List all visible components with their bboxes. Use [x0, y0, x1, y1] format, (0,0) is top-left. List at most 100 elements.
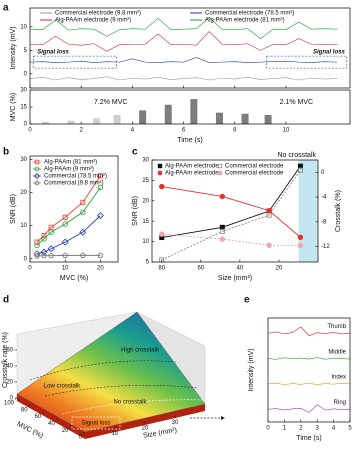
z-tick-label: 60 [6, 348, 13, 354]
series-line [36, 187, 101, 246]
surface-side [17, 394, 205, 439]
annotation: Signal loss [313, 50, 345, 56]
x-tick-label: 2 [80, 128, 84, 134]
x-tick-label: 20 [97, 266, 104, 272]
bar [41, 121, 49, 124]
x-tick-label: 80 [21, 407, 28, 413]
bar [241, 113, 249, 124]
y-tick-label: 30 [142, 158, 149, 164]
bar [215, 112, 223, 124]
signal-loss-box [266, 55, 348, 69]
x-tick-label: 6 [182, 128, 186, 134]
y-tick-label: 20 [20, 190, 27, 196]
x-tick [55, 418, 58, 421]
marker [219, 236, 226, 242]
marker [62, 214, 68, 220]
panel-letter: b [3, 147, 9, 158]
series-line [267, 382, 351, 386]
panel-letter: c [132, 147, 138, 158]
plot-frame [29, 89, 351, 125]
marker [48, 252, 54, 259]
marker [219, 224, 225, 230]
panel-letter: e [244, 295, 250, 306]
bar [190, 99, 198, 124]
marker [217, 163, 223, 169]
y-tick-label: 0 [24, 71, 28, 77]
y-tick-label: 25 [142, 178, 149, 184]
y-tick-label: 0 [24, 256, 28, 262]
z-tick-label: 0 [10, 396, 14, 402]
x-axis-label: MVC (%) [60, 275, 88, 282]
trace-label: Middle [328, 350, 346, 356]
x-tick-label: 5 [348, 426, 352, 432]
marker [97, 184, 104, 191]
y-tick-label: 10 [112, 431, 119, 437]
annotation: Signal loss [81, 421, 110, 427]
marker [34, 242, 40, 249]
annotation: No crosstalk [277, 152, 316, 159]
y-tick-label: 15 [20, 105, 27, 111]
marker [61, 238, 69, 246]
bar [93, 118, 101, 124]
y-tick-label: 30 [20, 157, 27, 163]
x-tick-label: 3 [316, 426, 320, 432]
y-axis-label: SNR (dB) [132, 196, 139, 226]
x-tick [69, 425, 72, 427]
marker [79, 252, 86, 258]
legend-label: Commercial electrode [225, 164, 284, 170]
bar [164, 104, 172, 124]
x-tick-label: 2 [299, 426, 303, 432]
x-tick-label: 20 [62, 428, 69, 434]
marker [41, 252, 47, 259]
y-axis-label: Crosstalk (%) [335, 190, 342, 232]
x-tick-label: 60 [35, 414, 42, 420]
y-tick-label: 0 [321, 170, 325, 176]
y-tick-label: -8 [321, 219, 327, 225]
arrow-head [221, 416, 225, 420]
annotation: High crosstalk [121, 348, 160, 354]
y-axis-label: SNR (dB) [10, 194, 17, 224]
x-tick-label: 1 [283, 426, 287, 432]
marker [33, 250, 41, 258]
x-axis-label: Time (s) [296, 435, 321, 442]
bar [67, 120, 75, 124]
x-axis-label: MVC (%) [16, 421, 44, 440]
marker [219, 193, 226, 200]
legend-label: Alg-PAAm electrode (9 mm²) [55, 18, 131, 24]
marker [297, 242, 304, 249]
plot-frame [267, 317, 351, 423]
x-tick [28, 404, 31, 407]
y-axis-label: Intensity (mV) [248, 348, 255, 391]
series-line [267, 326, 351, 337]
series-line [29, 76, 338, 81]
series-line [37, 254, 101, 257]
marker [34, 159, 40, 165]
z-axis-label: Crosstalk rate (%) [2, 332, 9, 388]
x-tick-label: 10 [62, 266, 69, 272]
x-tick-label: 4 [332, 426, 336, 432]
series-line [161, 233, 301, 246]
x-tick-label: 0 [266, 426, 270, 432]
marker [34, 180, 40, 186]
y-tick-label: 30 [20, 88, 27, 94]
surface [16, 311, 206, 433]
series-line [29, 57, 338, 63]
y-axis-label: MVC (%) [10, 93, 17, 121]
bar [264, 114, 272, 124]
y-tick-label: 20 [142, 426, 149, 432]
marker [297, 234, 304, 240]
y-tick-label: 10 [142, 239, 149, 245]
x-tick-label: 4 [131, 128, 135, 134]
marker [62, 221, 68, 227]
marker [41, 236, 47, 242]
contour [29, 360, 177, 381]
y-tick-label: 10 [20, 223, 27, 229]
marker [297, 163, 303, 169]
contour [61, 399, 204, 415]
legend-label: Alg-PAAm electrode [165, 164, 219, 170]
bar [139, 110, 147, 124]
y-axis-label: Intensity (mV) [10, 26, 17, 69]
series-line [29, 17, 338, 39]
z-tick-label: 20 [6, 380, 13, 386]
